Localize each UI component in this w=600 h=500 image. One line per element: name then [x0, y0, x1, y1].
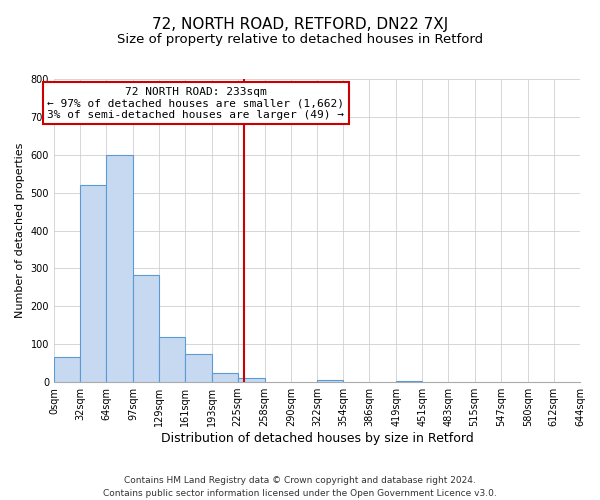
Bar — [317, 380, 343, 382]
Bar — [54, 358, 80, 382]
Text: 72, NORTH ROAD, RETFORD, DN22 7XJ: 72, NORTH ROAD, RETFORD, DN22 7XJ — [152, 18, 448, 32]
Bar — [106, 155, 133, 382]
Y-axis label: Number of detached properties: Number of detached properties — [15, 143, 25, 318]
Bar — [185, 354, 212, 382]
Bar — [238, 378, 265, 382]
Text: 72 NORTH ROAD: 233sqm
← 97% of detached houses are smaller (1,662)
3% of semi-de: 72 NORTH ROAD: 233sqm ← 97% of detached … — [47, 86, 344, 120]
Bar — [80, 185, 106, 382]
X-axis label: Distribution of detached houses by size in Retford: Distribution of detached houses by size … — [161, 432, 473, 445]
Bar — [133, 275, 159, 382]
Text: Contains HM Land Registry data © Crown copyright and database right 2024.
Contai: Contains HM Land Registry data © Crown c… — [103, 476, 497, 498]
Text: Size of property relative to detached houses in Retford: Size of property relative to detached ho… — [117, 32, 483, 46]
Bar — [159, 337, 185, 382]
Bar — [212, 372, 238, 382]
Bar — [396, 381, 422, 382]
